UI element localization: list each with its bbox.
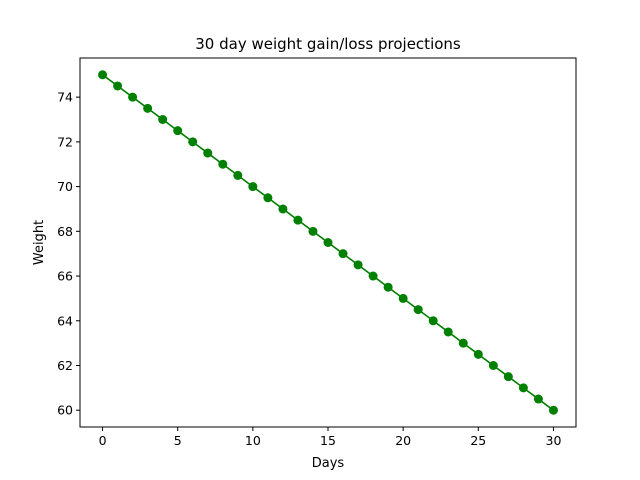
data-point [308,226,318,236]
x-tick-label: 15 [320,433,336,448]
y-tick-label: 60 [57,403,73,418]
data-point [338,249,348,259]
data-point [533,394,543,404]
y-tick-label: 72 [57,134,73,149]
y-axis-label: Weight [32,220,47,265]
y-tick-label: 68 [57,224,73,239]
data-point [398,293,408,303]
data-point [218,159,228,169]
data-point [143,103,153,113]
data-point [173,126,183,136]
data-point [548,405,558,415]
data-point [128,92,138,102]
data-point [233,170,243,180]
data-point [518,383,528,393]
x-tick-label: 5 [174,433,182,448]
y-axis: 60 62 64 66 68 70 72 74 [57,90,80,418]
y-tick-label: 64 [57,313,73,328]
series-weight [98,70,558,415]
y-tick-label: 74 [57,90,73,105]
x-axis-label: Days [312,456,345,471]
data-point [188,137,198,147]
data-point [458,338,468,348]
chart-title: 30 day weight gain/loss projections [195,35,461,53]
data-point [113,81,123,91]
x-axis: 0 5 10 15 20 25 30 [99,427,562,448]
data-point [293,215,303,225]
x-tick-label: 10 [245,433,261,448]
data-point [488,361,498,370]
x-tick-label: 30 [546,433,562,448]
data-point [263,193,273,203]
x-tick-label: 25 [470,433,486,448]
data-point [473,349,483,359]
y-tick-label: 62 [57,358,73,373]
data-point [323,238,333,247]
x-tick-label: 0 [99,433,107,448]
data-point [248,182,258,192]
data-point [353,260,363,270]
data-point [503,372,513,382]
data-point [413,305,423,315]
data-point [278,204,288,214]
data-point [368,271,378,281]
y-tick-label: 70 [57,179,73,194]
data-point [203,148,213,158]
y-tick-label: 66 [57,269,73,284]
data-point [158,115,168,124]
data-point [98,70,108,80]
x-tick-label: 20 [395,433,411,448]
data-point [443,327,453,337]
data-point [383,282,393,292]
data-point [428,316,438,326]
